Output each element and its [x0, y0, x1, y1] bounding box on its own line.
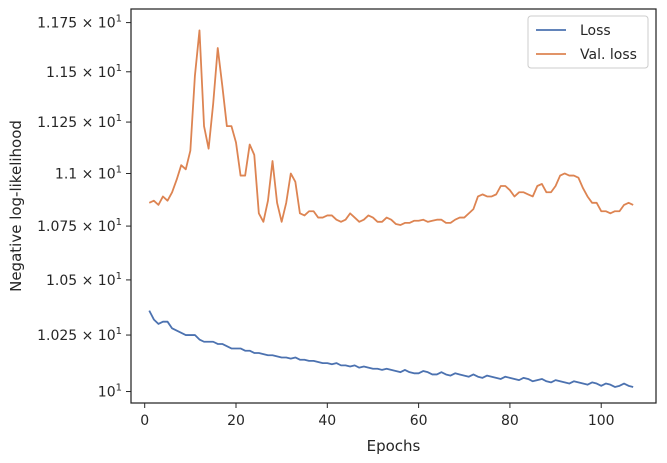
y-axis-label: Negative log-likelihood — [7, 120, 25, 292]
y-tick-label: 101 — [98, 383, 122, 401]
plot-frame — [130, 8, 657, 404]
x-axis: 0 20 40 60 80 100 — [140, 403, 615, 429]
y-tick-label: 1.075 × 101 — [37, 217, 122, 235]
plot-area — [131, 9, 656, 403]
x-tick-label: 100 — [588, 413, 615, 429]
x-tick-label: 40 — [318, 413, 336, 429]
y-tick-label: 1.175 × 101 — [37, 14, 122, 32]
series-line-loss — [148, 310, 634, 388]
y-tick-label: 1.05 × 101 — [46, 271, 122, 289]
x-axis-label: Epochs — [367, 437, 421, 455]
y-axis: 101 1.025 × 101 1.05 × 101 1.075 × 101 1.1 ×… — [37, 14, 131, 401]
y-tick-label: 1.15 × 101 — [46, 63, 122, 81]
x-tick-label: 80 — [501, 413, 519, 429]
series-line-val-loss — [148, 29, 634, 226]
legend-label-val-loss: Val. loss — [580, 47, 637, 63]
y-tick-label: 1.025 × 101 — [37, 326, 122, 344]
legend: Loss Val. loss — [527, 15, 649, 69]
y-tick-label: 1.125 × 101 — [37, 113, 122, 131]
x-tick-label: 60 — [410, 413, 428, 429]
y-tick-label: 1.1 × 101 — [55, 164, 122, 182]
x-tick-label: 20 — [227, 413, 245, 429]
x-tick-label: 0 — [140, 413, 149, 429]
legend-label-loss: Loss — [580, 23, 611, 39]
legend-box — [527, 15, 649, 69]
series-layer — [148, 29, 634, 388]
